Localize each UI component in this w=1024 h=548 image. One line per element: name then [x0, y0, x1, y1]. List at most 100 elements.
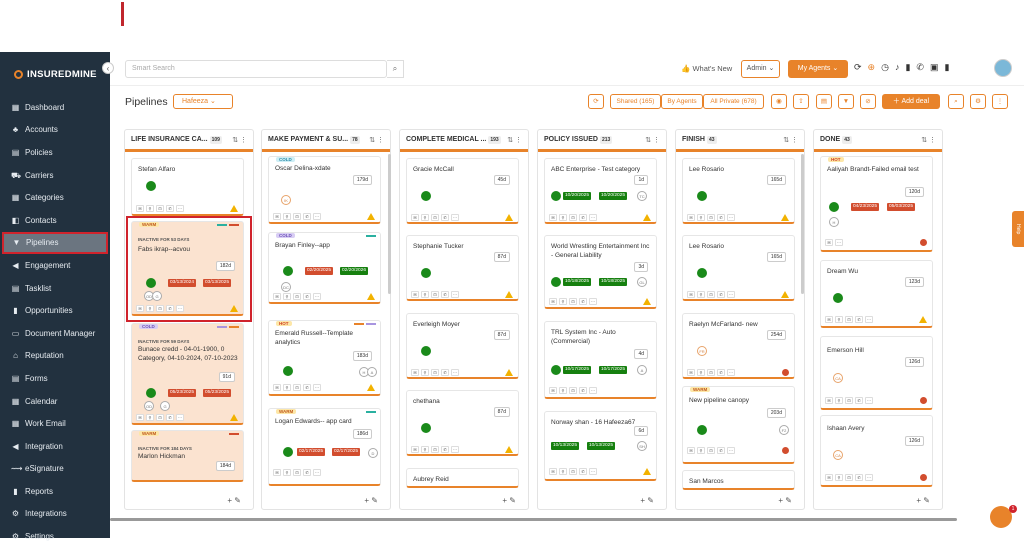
refresh-icon[interactable]: ⟳	[854, 62, 862, 72]
nav-icon: ◀	[12, 441, 19, 451]
pipeline-board: LIFE INSURANCE CA... 109 ⇅ ⋮ Stefan Alfaro…	[110, 120, 1024, 538]
deal-card[interactable]: chethana 87d ✉ ⚲ ⊡ ✆ ⋯	[406, 390, 519, 456]
sidebar-item-forms[interactable]: ▤ Forms	[0, 367, 110, 390]
search-deals-icon[interactable]: ⌕	[948, 94, 964, 109]
sidebar-item-reports[interactable]: ▮ Reports	[0, 480, 110, 503]
deal-card[interactable]: WARM New pipeline canopy 203d F2 ✉ ⚲ ⊡ ✆ ⋯	[682, 386, 795, 464]
sidebar-item-opportunities[interactable]: ▮ Opportunities	[0, 299, 110, 322]
filter-clear-icon[interactable]: ⊘	[860, 94, 876, 109]
pipeline-toolbar: Pipelines Hafeeza ⌄ ⟳ Shared (165) By Ag…	[110, 86, 1024, 120]
search-input[interactable]: Smart Search	[125, 60, 387, 78]
collapse-sidebar-button[interactable]: ‹	[102, 62, 114, 74]
filter-icon[interactable]: ▼	[838, 94, 854, 109]
nav-icon: ▮	[13, 486, 18, 496]
add-deal-button[interactable]: ＋ Add deal	[882, 94, 940, 109]
settings-icon[interactable]: ⚙	[970, 94, 986, 109]
admin-dropdown[interactable]: Admin ⌄	[741, 60, 780, 78]
by-agents-button[interactable]: By Agents	[661, 94, 703, 109]
sidebar-item-label: Settings	[25, 532, 54, 542]
chip-icon[interactable]: ▣	[929, 62, 939, 72]
phone-icon[interactable]: ✆	[916, 62, 924, 72]
sidebar-item-reputation[interactable]: ⌂ Reputation	[0, 345, 110, 368]
sidebar-item-tasklist[interactable]: ▤ Tasklist	[0, 277, 110, 300]
sidebar: INSUREDMINE ‹ ▦ Dashboard ♣ Accounts ▤ Polici…	[0, 52, 114, 541]
chat-icon[interactable]	[990, 506, 1012, 528]
sidebar-item-label: Calendar	[25, 396, 58, 406]
nav-icon: ▮	[13, 306, 18, 316]
deal-card[interactable]: World Wrestling Entertainment Inc - Gene…	[544, 235, 657, 309]
sidebar-item-accounts[interactable]: ♣ Accounts	[0, 119, 110, 142]
deal-card[interactable]: Stephanie Tucker 87d ✉ ⚲ ⊡ ✆ ⋯	[406, 235, 519, 301]
deal-card[interactable]: Dream Wu 123d ✉ ⚲ ⊡ ✆ ⋯	[820, 260, 933, 328]
export-icon[interactable]: ⇪	[793, 94, 809, 109]
more-icon[interactable]: ⋮	[992, 94, 1008, 109]
pipeline-column: COMPLETE MEDICAL ... 193 ⇅ ⋮ Gracie McCall…	[399, 129, 529, 510]
user-avatar[interactable]	[994, 59, 1012, 77]
deal-card[interactable]: COLD Oscar Delina-xdate 179d IK ✉ ⚲ ⊡ ✆ ⋯	[268, 156, 381, 224]
deal-card[interactable]: Stefan Alfaro ✉ ⚲ ⊡ ✆ ⋯	[131, 158, 244, 216]
all-private-button[interactable]: All Private (678)	[703, 94, 764, 109]
nav-icon: ♣	[12, 125, 19, 135]
deal-card[interactable]: Lee Rosario 165d ✉ ⚲ ⊡ ✆ ⋯	[682, 235, 795, 301]
deal-card[interactable]: COLD INACTIVE FOR 59 DAYS Bunace credd -…	[131, 323, 244, 425]
deal-card[interactable]: TRL System Inc - Auto (Commercial) 4d 10…	[544, 321, 657, 399]
deal-card[interactable]: WARM INACTIVE FOR 184 DAYS Marlon Hickma…	[131, 430, 244, 482]
top-marker	[121, 2, 124, 26]
sidebar-item-label: Reports	[25, 486, 54, 496]
eye-icon[interactable]: ◉	[771, 94, 787, 109]
deal-card[interactable]: ABC Enterprise - Test category 1d 10/20/…	[544, 158, 657, 224]
brand-logo: INSUREDMINE	[0, 52, 110, 96]
sidebar-item-label: Integrations	[25, 509, 67, 519]
sidebar-item-integrations[interactable]: ⚙ Integrations	[0, 503, 110, 526]
sidebar-item-label: Integration	[25, 441, 63, 451]
deal-card[interactable]: COLD Brayan Finley--app 02/20/2025 02/20…	[268, 232, 381, 304]
sidebar-item-pipelines[interactable]: ▼ Pipelines	[2, 231, 108, 255]
my-agents-button[interactable]: My Agents ⌄	[788, 60, 848, 78]
deal-card[interactable]: Lee Rosario 165d ✉ ⚲ ⊡ ✆ ⋯	[682, 158, 795, 224]
pipeline-column: POLICY ISSUED 213 ⇅ ⋮ ABC Enterprise - Tes…	[537, 129, 667, 510]
deal-card[interactable]: Ishaan Avery 126d CA ✉ ⚲ ⊡ ✆ ⋯	[820, 415, 933, 487]
deal-card[interactable]: Everleigh Moyer 87d ✉ ⚲ ⊡ ✆ ⋯	[406, 313, 519, 379]
deal-card[interactable]: HOT Emerald Russell--Template analytics …	[268, 320, 381, 396]
sidebar-item-work-email[interactable]: ▦ Work Email	[0, 412, 110, 435]
pipeline-column: FINISH 43 ⇅ ⋮ Lee Rosario 165d ✉ ⚲ ⊡ ✆ ⋯ Lee R…	[675, 129, 805, 510]
device-icon[interactable]: ▮	[944, 62, 950, 72]
deal-card[interactable]: San Marcos	[682, 470, 795, 490]
deal-card[interactable]: WARM INACTIVE FOR 53 DAYS Fabs ikrap--ac…	[131, 221, 244, 316]
highlighted-card-outline	[126, 216, 252, 322]
owner-dropdown[interactable]: Hafeeza ⌄	[173, 94, 233, 109]
deal-card[interactable]: Emerson Hill 126d CA ✉ ⚲ ⊡ ✆ ⋯	[820, 336, 933, 410]
notification-icon[interactable]: ▮	[905, 62, 911, 72]
deal-card[interactable]: Aubrey Reid	[406, 468, 519, 488]
deal-card[interactable]: Norway shan - 16 Hafeeza67 6d 10/13/2025…	[544, 411, 657, 481]
deal-card[interactable]: HOT Aaliyah Brandt-Failed email test 120…	[820, 156, 933, 252]
bell-icon[interactable]: ♪	[894, 62, 900, 72]
sidebar-item-dashboard[interactable]: ▦ Dashboard	[0, 96, 110, 119]
whats-new-link[interactable]: 👍 What's New	[681, 64, 733, 73]
sidebar-item-policies[interactable]: ▤ Policies	[0, 141, 110, 164]
horizontal-scrollbar[interactable]	[110, 518, 957, 521]
sidebar-item-settings[interactable]: ⚙ Settings	[0, 525, 110, 548]
sidebar-item-esignature[interactable]: ⟿ eSignature	[0, 458, 110, 481]
sidebar-item-label: Carriers	[25, 170, 54, 180]
deal-card[interactable]: Raelyn McFarland- new 254d FR ✉ ⚲ ⊡ ✆ ⋯	[682, 313, 795, 379]
deal-card[interactable]: Gracie McCall 45d ✉ ⚲ ⊡ ✆ ⋯	[406, 158, 519, 224]
sidebar-item-engagement[interactable]: ◀ Engagement	[0, 254, 110, 277]
shared-filter-button[interactable]: Shared (165)	[610, 94, 661, 109]
sidebar-item-contacts[interactable]: ◧ Contacts	[0, 209, 110, 232]
nav-icon: ⟿	[11, 464, 23, 474]
sidebar-item-calendar[interactable]: ▦ Calendar	[0, 390, 110, 413]
help-tab[interactable]: Help	[1012, 211, 1024, 247]
deal-card[interactable]: WARM Logan Edwards-- app card 186d 02/17…	[268, 408, 381, 486]
add-icon[interactable]: ⊕	[867, 62, 876, 72]
reload-icon[interactable]: ⟳	[588, 94, 604, 109]
clock-icon[interactable]: ◷	[881, 62, 889, 72]
sidebar-item-carriers[interactable]: ⛟ Carriers	[0, 164, 110, 187]
search-icon[interactable]: ⌕	[387, 60, 404, 78]
sidebar-item-label: Work Email	[25, 419, 66, 429]
nav-icon: ▦	[11, 102, 20, 112]
sidebar-item-document-manager[interactable]: ▭ Document Manager	[0, 322, 110, 345]
sidebar-item-integration[interactable]: ◀ Integration	[0, 435, 110, 458]
print-icon[interactable]: ▤	[816, 94, 832, 109]
sidebar-item-categories[interactable]: ▦ Categories	[0, 186, 110, 209]
